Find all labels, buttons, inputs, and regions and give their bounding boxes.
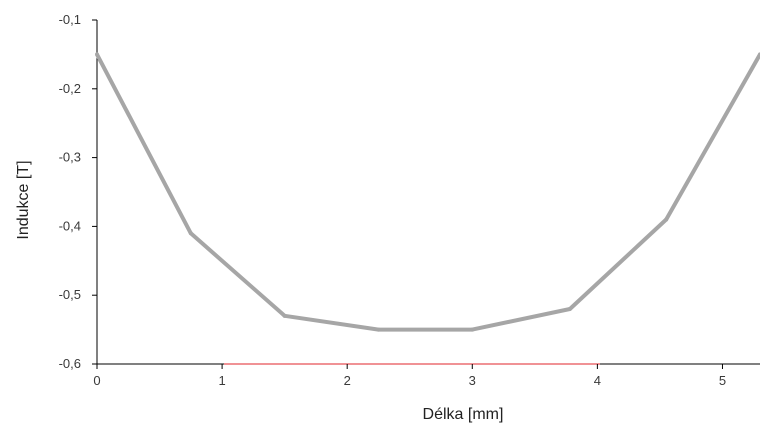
y-tick-label: -0,1 xyxy=(59,12,81,27)
series-layer xyxy=(95,52,760,332)
x-tick-label: 3 xyxy=(469,373,476,388)
y-tick-label: -0,3 xyxy=(59,150,81,165)
x-axis-title: Délka [mm] xyxy=(423,406,504,423)
x-tick-label: 2 xyxy=(344,373,351,388)
x-tick-label: 4 xyxy=(594,373,601,388)
plot-area: -0,1 -0,2 -0,3 -0,4 -0,5 -0,6 0 1 2 3 4 5 xyxy=(59,12,760,388)
y-tick-label: -0,5 xyxy=(59,287,81,302)
x-tick-label: 5 xyxy=(719,373,726,388)
series-point xyxy=(95,52,99,57)
series-point xyxy=(470,327,475,332)
y-tick-label: -0,4 xyxy=(59,218,81,233)
series-point xyxy=(664,217,669,222)
y-tick-label: -0,6 xyxy=(59,356,81,371)
series-point xyxy=(376,327,381,332)
series-point xyxy=(282,313,287,318)
y-axis-title: Indukce [T] xyxy=(15,160,32,239)
series-point xyxy=(188,231,193,236)
x-tick-label: 1 xyxy=(218,373,225,388)
y-axis-ticks: -0,1 -0,2 -0,3 -0,4 -0,5 -0,6 xyxy=(59,12,97,371)
x-tick-label: 0 xyxy=(93,373,100,388)
series-line xyxy=(95,53,760,332)
series-point xyxy=(567,306,572,311)
x-axis-ticks: 0 1 2 3 4 5 xyxy=(93,364,726,388)
y-tick-label: -0,2 xyxy=(59,81,81,96)
